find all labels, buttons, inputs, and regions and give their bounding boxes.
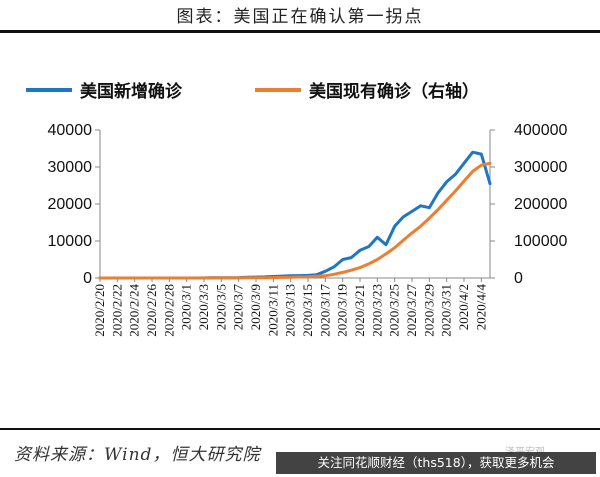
y-right-tick-label: 300000 — [514, 159, 567, 176]
y-right-tick-label: 100000 — [514, 233, 567, 250]
y-right-tick-label: 400000 — [514, 122, 567, 139]
legend-label-new: 美国新增确诊 — [80, 81, 183, 102]
x-tick-label: 2020/3/19 — [335, 284, 350, 337]
x-tick-label: 2020/3/7 — [231, 284, 246, 331]
x-tick-label: 2020/3/11 — [265, 284, 280, 336]
x-tick-label: 2020/3/15 — [300, 284, 315, 337]
source-note: 资料来源：Wind，恒大研究院 — [14, 445, 261, 465]
line-series-active-cases — [98, 161, 492, 280]
x-tick-label: 2020/4/2 — [456, 284, 471, 330]
page-title: 图表：美国正在确认第一拐点 — [176, 7, 424, 27]
x-tick-label: 2020/3/23 — [369, 284, 384, 337]
x-tick-label: 2020/3/5 — [213, 284, 228, 330]
x-tick-label: 2020/3/27 — [404, 284, 419, 337]
chart: 美国新增确诊 美国现有确诊（右轴） 0100002000030000400000… — [26, 81, 568, 337]
x-tick-label: 2020/3/13 — [283, 284, 298, 337]
bottom-rule — [0, 428, 600, 430]
x-tick-label: 2020/4/4 — [473, 284, 488, 331]
x-tick-label: 2020/3/1 — [179, 284, 194, 330]
x-tick-label: 2020/3/17 — [317, 284, 332, 337]
x-tick-label: 2020/2/20 — [92, 284, 107, 337]
y-left-tick-label: 40000 — [48, 122, 93, 139]
series-group — [98, 150, 492, 280]
y-left-tick-label: 10000 — [48, 233, 93, 250]
x-tick-label: 2020/3/3 — [196, 284, 211, 330]
x-tick-label: 2020/3/29 — [421, 284, 436, 337]
axes: 0100002000030000400000100000200000300000… — [48, 122, 568, 337]
x-tick-label: 2020/2/28 — [161, 284, 176, 337]
legend-label-active: 美国现有确诊（右轴） — [309, 81, 479, 102]
y-right-tick-label: 200000 — [514, 196, 567, 213]
x-tick-label: 2020/2/24 — [127, 284, 142, 337]
y-right-tick-label: 0 — [514, 270, 523, 287]
x-tick-label: 2020/3/9 — [248, 284, 263, 330]
y-left-tick-label: 0 — [83, 270, 92, 287]
x-tick-label: 2020/3/31 — [439, 284, 454, 337]
x-tick-label: 2020/3/21 — [352, 284, 367, 337]
x-tick-label: 2020/3/25 — [387, 284, 402, 337]
top-rule — [0, 30, 600, 33]
y-left-tick-label: 20000 — [48, 196, 93, 213]
legend: 美国新增确诊 美国现有确诊（右轴） — [26, 81, 479, 102]
x-tick-label: 2020/2/22 — [109, 284, 124, 337]
x-tick-label: 2020/2/26 — [144, 284, 159, 337]
y-left-tick-label: 30000 — [48, 159, 93, 176]
promo-banner: 关注同花顺财经（ths518），获取更多机会 — [276, 452, 596, 474]
